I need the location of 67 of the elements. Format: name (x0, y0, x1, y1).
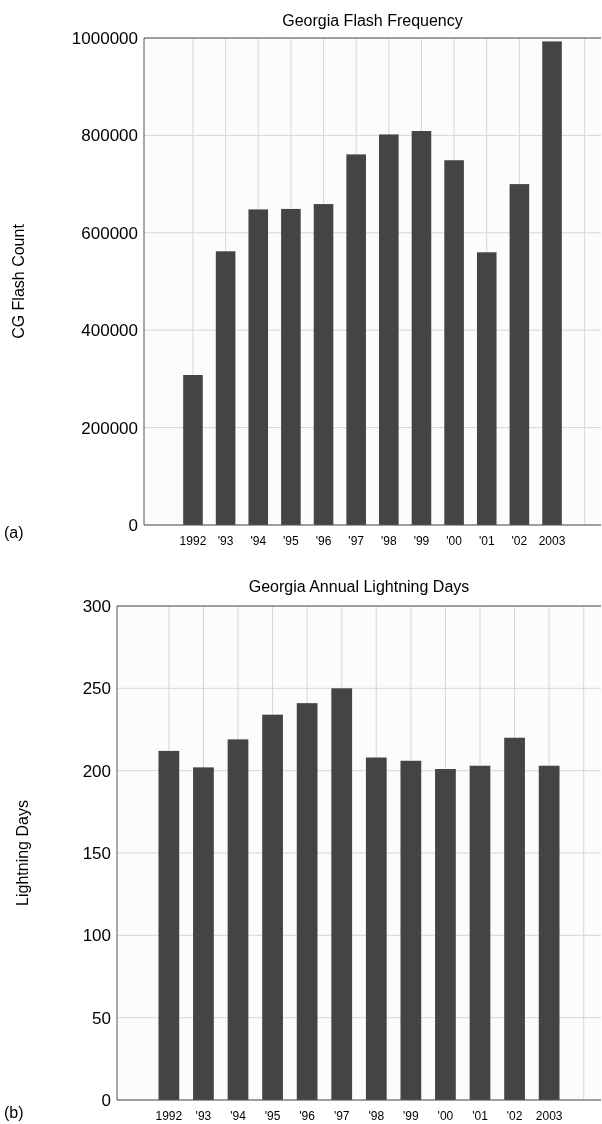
bar (411, 131, 432, 525)
y-tick-label: 400000 (81, 321, 138, 341)
y-tick-label: 250 (82, 679, 111, 699)
bar (281, 208, 301, 525)
bar (296, 703, 318, 1100)
y-tick-label: 150 (82, 843, 111, 863)
bar (469, 765, 491, 1100)
y-tick-label: 0 (128, 515, 138, 535)
bar (509, 184, 530, 525)
x-tick-label: '01 (472, 1109, 489, 1123)
x-tick-label: '93 (217, 534, 234, 548)
x-tick-label: '95 (264, 1109, 281, 1123)
x-tick-label: '98 (368, 1109, 385, 1123)
bar (346, 154, 366, 525)
y-tick-label: 50 (92, 1008, 111, 1028)
bar (444, 160, 464, 525)
y-axis-title: Lightning Days (14, 800, 31, 906)
bar (248, 209, 269, 525)
x-tick-label: '02 (511, 534, 528, 548)
bar (400, 760, 422, 1100)
x-tick-label: '01 (478, 534, 495, 548)
bar (435, 769, 456, 1100)
y-tick-label: 0 (101, 1090, 111, 1110)
y-axis-title: CG Flash Count (10, 223, 27, 339)
chart-title: Georgia Flash Frequency (282, 12, 463, 29)
bar (504, 737, 525, 1100)
x-tick-label: '97 (348, 534, 365, 548)
bar (262, 714, 283, 1100)
bar (193, 767, 214, 1100)
x-tick-label: 2003 (535, 1109, 563, 1123)
bar (365, 757, 387, 1100)
y-tick-label: 1000000 (71, 28, 138, 48)
bar (313, 204, 334, 525)
bar (542, 41, 562, 525)
x-tick-label: '99 (403, 1109, 419, 1123)
y-tick-label: 800000 (81, 126, 138, 146)
y-tick-label: 600000 (81, 223, 138, 243)
bar (476, 252, 497, 525)
bar (183, 375, 203, 525)
x-tick-label: '96 (315, 534, 332, 548)
x-tick-label: '97 (333, 1109, 350, 1123)
x-tick-label: 2003 (538, 534, 566, 548)
y-tick-label: 300 (82, 596, 111, 616)
x-tick-label: '00 (437, 1109, 454, 1123)
bar (215, 251, 236, 525)
x-tick-label: 1992 (155, 1109, 183, 1123)
text: (a) (4, 524, 24, 541)
y-tick-label: 100 (82, 926, 111, 946)
x-tick-label: '98 (381, 534, 397, 548)
text: (b) (4, 1104, 24, 1121)
bar (331, 688, 353, 1100)
x-tick-label: '96 (299, 1109, 316, 1123)
bar (227, 739, 249, 1100)
bar (538, 765, 560, 1100)
x-tick-label: '00 (446, 534, 463, 548)
chart-title: Georgia Annual Lightning Days (248, 578, 470, 595)
y-tick-label: 200 (82, 761, 111, 781)
x-tick-label: '99 (413, 534, 430, 548)
x-tick-label: 1992 (179, 534, 207, 548)
x-tick-label: '95 (283, 534, 300, 548)
x-tick-label: '02 (506, 1109, 523, 1123)
bar (379, 134, 399, 525)
y-tick-label: 200000 (81, 418, 138, 438)
x-tick-label: '94 (230, 1109, 247, 1123)
x-tick-label: '94 (250, 534, 267, 548)
bar (158, 750, 180, 1100)
x-tick-label: '93 (195, 1109, 212, 1123)
